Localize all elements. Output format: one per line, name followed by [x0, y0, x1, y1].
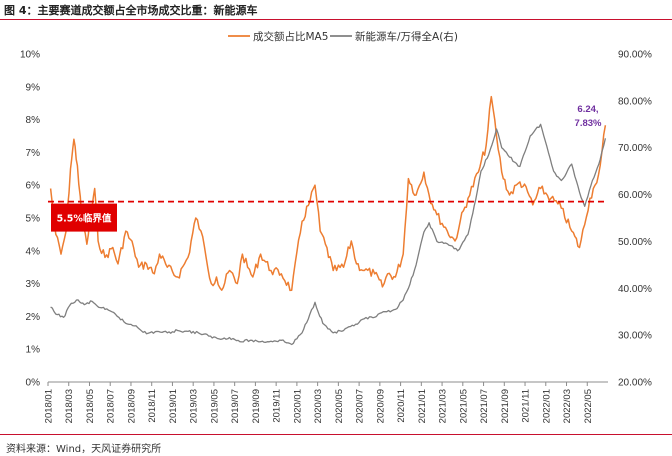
x-tick-label: 2022/03 [562, 389, 573, 423]
y-left-tick-label: 0% [26, 378, 41, 389]
chart-title: 图 4：主要赛道成交额占全市场成交比重：新能源车 [4, 4, 258, 17]
threshold-label: 5.5%临界值 [57, 213, 112, 225]
x-tick-label: 2018/01 [44, 389, 55, 423]
x-tick-label: 2020/05 [334, 389, 345, 423]
right-axis: 20.00% 30.00% 40.00% 50.00% 60.00% 70.00% 80.0… [618, 50, 652, 389]
x-tick-label: 2021/11 [521, 389, 532, 423]
y-left-tick-label: 6% [26, 181, 41, 192]
series-layer [49, 95, 607, 346]
legend-label-turnover-share: 成交额占比MA5 [253, 30, 328, 43]
y-left-tick-label: 1% [26, 345, 41, 356]
y-right-tick-label: 80.00% [618, 96, 652, 107]
y-left-tick-label: 10% [20, 50, 40, 61]
x-axis: 2018/01 2018/03 2018/05 2018/07 2018/09 2018/… [44, 382, 594, 423]
y-left-tick-label: 5% [26, 214, 41, 225]
chart-canvas: 0% 1% 2% 3% 4% 5% 6% 7% 8% 9% 10% 20.00% 30.00% 40.0… [20, 30, 652, 423]
x-tick-label: 2020/07 [355, 389, 366, 423]
y-right-tick-label: 90.00% [618, 50, 652, 61]
x-tick-label: 2021/03 [438, 389, 449, 423]
x-tick-label: 2021/05 [458, 389, 469, 423]
x-tick-label: 2019/07 [230, 389, 241, 423]
x-tick-label: 2022/01 [541, 389, 552, 423]
threshold-label-box [51, 203, 117, 232]
x-tick-label: 2019/11 [272, 389, 283, 423]
y-right-tick-label: 60.00% [618, 190, 652, 201]
annotation-line2: 7.83% [575, 118, 602, 129]
x-tick-label: 2018/09 [126, 389, 137, 423]
x-tick-label: 2020/09 [375, 389, 386, 423]
legend-label-nev-ratio: 新能源车/万得全A(右) [355, 30, 458, 43]
series-turnover-share-line [49, 95, 607, 292]
footer-rule [0, 434, 672, 435]
x-tick-label: 2019/05 [209, 389, 220, 423]
y-left-tick-label: 4% [26, 246, 41, 257]
x-tick-label: 2020/03 [313, 389, 324, 423]
x-tick-label: 2021/09 [500, 389, 511, 423]
x-tick-label: 2020/11 [396, 389, 407, 423]
title-bar: 图 4：主要赛道成交额占全市场成交比重：新能源车 [0, 0, 672, 20]
x-tick-label: 2018/03 [64, 389, 75, 423]
series-nev-ratio-line [50, 123, 607, 346]
y-right-tick-label: 40.00% [618, 284, 652, 295]
y-left-tick-label: 2% [26, 312, 41, 323]
y-right-tick-label: 70.00% [618, 143, 652, 154]
x-tick-label: 2020/01 [292, 389, 303, 423]
x-tick-label: 2019/09 [251, 389, 262, 423]
left-axis: 0% 1% 2% 3% 4% 5% 6% 7% 8% 9% 10% [20, 50, 40, 389]
x-tick-label: 2021/01 [417, 389, 428, 423]
y-left-tick-label: 7% [26, 148, 41, 159]
y-right-tick-label: 30.00% [618, 331, 652, 342]
x-tick-label: 2021/07 [479, 389, 490, 423]
x-tick-label: 2018/07 [106, 389, 117, 423]
threshold-layer: 5.5%临界值 [48, 200, 608, 232]
y-right-tick-label: 50.00% [618, 237, 652, 248]
legend: 成交额占比MA5 新能源车/万得全A(右) [228, 30, 458, 43]
source-note: 资料来源：Wind，天风证券研究所 [6, 444, 162, 455]
x-tick-label: 2018/05 [85, 389, 96, 423]
x-tick-label: 2019/01 [168, 389, 179, 423]
y-left-tick-label: 8% [26, 115, 41, 126]
annotation: 6.24, 7.83% [575, 104, 602, 129]
y-right-tick-label: 20.00% [618, 378, 652, 389]
y-left-tick-label: 3% [26, 279, 41, 290]
x-tick-label: 2018/11 [147, 389, 158, 423]
x-tick-label: 2019/03 [189, 389, 200, 423]
x-tick-label: 2022/05 [583, 389, 594, 423]
annotation-line1: 6.24, [577, 104, 598, 115]
y-left-tick-label: 9% [26, 82, 41, 93]
